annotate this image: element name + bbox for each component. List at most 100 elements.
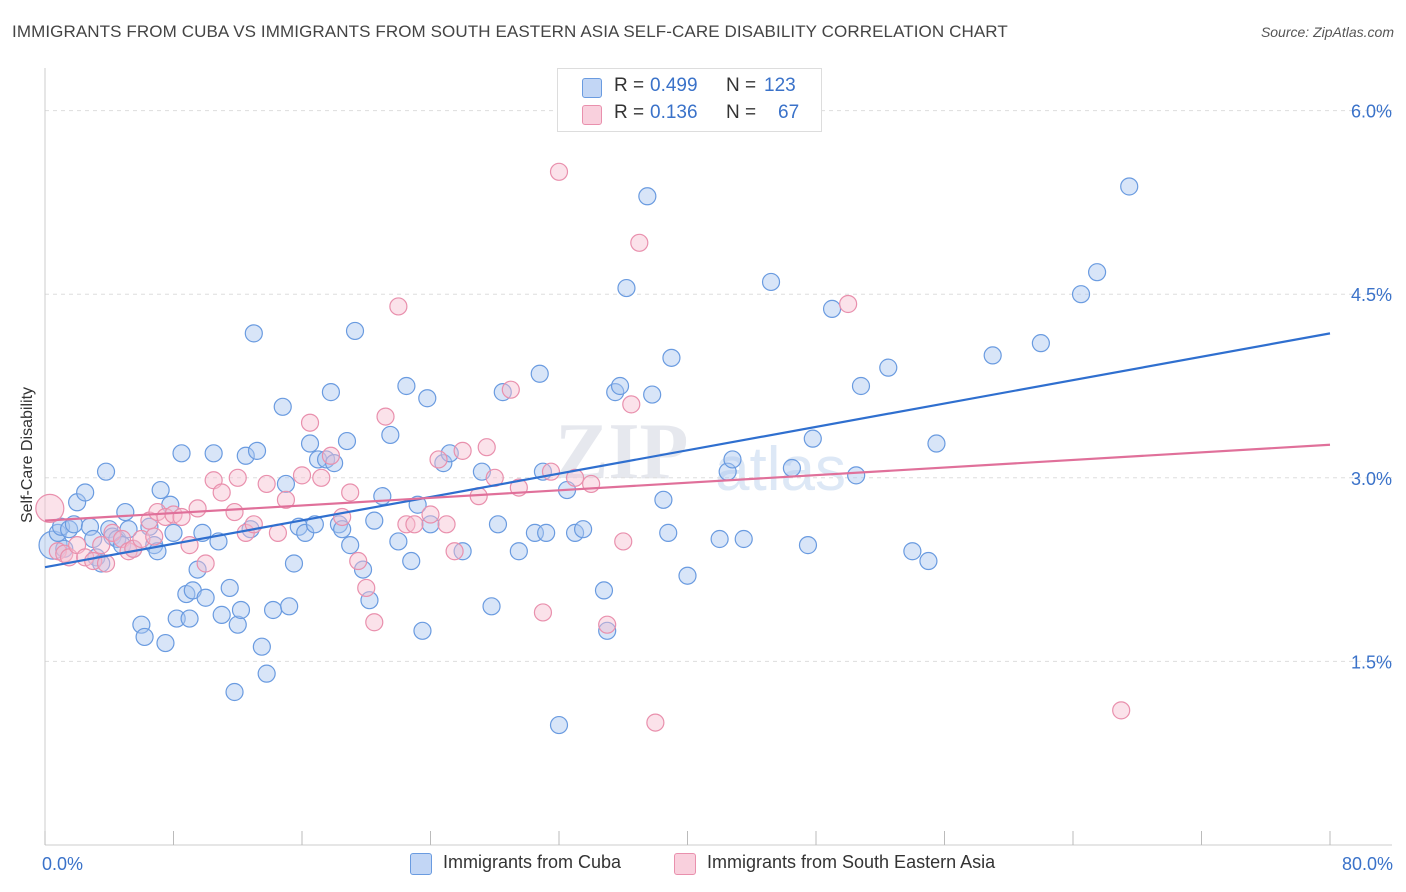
sea-point	[646, 713, 665, 732]
sea-point	[92, 536, 111, 555]
cuba-n-value: 123	[764, 75, 796, 96]
cuba-point	[96, 462, 116, 481]
cuba-point	[353, 560, 373, 579]
cuba-point	[509, 542, 528, 561]
cuba-n-label: N =	[726, 75, 757, 96]
cuba-point	[252, 637, 271, 656]
cuba-point	[662, 348, 681, 367]
watermark-zip: ZIP	[555, 408, 688, 496]
cuba-point	[606, 383, 625, 402]
sea-point	[533, 603, 553, 622]
cuba-point	[231, 600, 251, 620]
sea-point	[549, 162, 569, 181]
cuba-point	[167, 609, 186, 628]
sea-n-value: 67	[778, 102, 800, 123]
cuba-point	[413, 621, 432, 640]
sea-point	[341, 483, 360, 502]
cuba-point	[135, 627, 154, 647]
cuba-point	[598, 621, 617, 640]
legend-sea-label: Immigrants from South Eastern Asia	[707, 852, 996, 872]
cuba-point	[659, 523, 678, 542]
sea-point	[614, 532, 633, 551]
cuba-point	[263, 600, 283, 620]
cuba-point	[1120, 177, 1139, 196]
sea-point	[582, 474, 601, 494]
cuba-point	[983, 346, 1002, 365]
sea-point	[541, 462, 561, 481]
sea-point	[365, 613, 384, 632]
cuba-point	[116, 502, 135, 522]
sea-point	[598, 615, 617, 634]
y-tick-label: 6.0%	[1351, 102, 1392, 122]
cuba-point	[244, 324, 263, 343]
sea-point	[565, 468, 585, 487]
cuba-point	[617, 278, 636, 298]
cuba-point	[488, 515, 508, 534]
cuba-point	[610, 376, 630, 396]
cuba-point	[654, 490, 673, 509]
sea-point	[321, 446, 341, 465]
cuba-point	[172, 444, 191, 463]
cuba-point	[389, 532, 408, 551]
sea-point	[445, 542, 464, 561]
cuba-point	[220, 578, 239, 598]
legend-cuba-swatch	[410, 853, 432, 875]
sea-series	[35, 162, 1131, 732]
cuba-point	[927, 434, 946, 453]
cuba-point	[879, 358, 898, 377]
cuba-point	[280, 597, 299, 616]
sea-r-label: R =	[614, 102, 645, 123]
cuba-point	[723, 450, 742, 469]
cuba-point	[1071, 285, 1091, 304]
sea-point	[1112, 701, 1131, 720]
sea-point	[839, 294, 858, 314]
cuba-point	[418, 389, 437, 408]
cuba-point	[803, 429, 822, 448]
cuba-point	[1087, 263, 1107, 282]
cuba-point	[381, 425, 400, 445]
cuba-point	[549, 715, 569, 735]
cuba-point	[257, 664, 276, 683]
sea-point	[257, 474, 276, 494]
sea-point	[276, 490, 296, 509]
sea-trend-line	[44, 443, 1331, 522]
cuba-point	[851, 376, 871, 396]
sea-point	[437, 515, 456, 534]
cuba-point	[734, 529, 753, 549]
sea-point	[228, 468, 247, 487]
source-label: Source: ZipAtlas.com	[1260, 24, 1394, 40]
sea-point	[300, 413, 320, 432]
cuba-point	[421, 515, 440, 534]
x-tick-label: 80.0%	[1342, 854, 1393, 874]
cuba-point	[402, 551, 421, 571]
cuba-point	[482, 597, 501, 616]
cuba-point	[236, 446, 255, 465]
chart-title: IMMIGRANTS FROM CUBA VS IMMIGRANTS FROM …	[12, 22, 1008, 41]
cuba-point	[151, 480, 170, 500]
cuba-point	[537, 523, 556, 542]
cuba-point	[276, 474, 296, 494]
cuba-trend-line	[44, 332, 1331, 569]
cuba-point	[341, 536, 360, 555]
sea-point	[349, 551, 368, 571]
cuba-point	[678, 566, 697, 585]
legend-cuba-label: Immigrants from Cuba	[443, 852, 622, 872]
sea-point	[429, 450, 448, 469]
sea-point	[405, 515, 424, 534]
y-tick-label: 1.5%	[1351, 652, 1392, 672]
cuba-point	[761, 272, 781, 292]
y-tick-label: 4.5%	[1351, 285, 1392, 305]
stats-legend: R = 0.499 N = 123 R = 0.136 N = 67	[557, 68, 822, 132]
cuba-point	[212, 605, 231, 624]
sea-point	[312, 468, 331, 487]
y-axis-title: Self-Care Disability	[19, 387, 36, 523]
sea-swatch	[582, 105, 602, 125]
cuba-r-label: R =	[614, 75, 645, 96]
cuba-point	[798, 536, 818, 555]
sea-point	[389, 297, 408, 316]
x-tick-label: 0.0%	[42, 854, 83, 874]
cuba-point	[919, 551, 938, 571]
y-tick-label: 3.0%	[1351, 469, 1392, 489]
sea-point	[196, 554, 215, 573]
